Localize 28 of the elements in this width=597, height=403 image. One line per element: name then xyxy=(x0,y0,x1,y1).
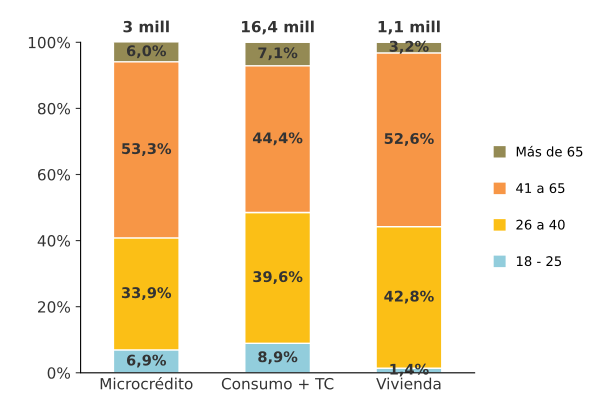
data-label: 53,3% xyxy=(122,143,172,156)
x-tick-label: Microcrédito xyxy=(100,377,192,390)
legend-label: 26 a 40 xyxy=(516,220,565,230)
y-tick-label: 20% xyxy=(38,301,70,313)
annotation: 16,4 mill xyxy=(242,20,314,34)
y-tick-label: 40% xyxy=(38,235,70,247)
data-label: 39,6% xyxy=(253,271,302,284)
x-tick-label: Vivienda xyxy=(376,378,440,390)
y-tick-label: 60% xyxy=(38,168,70,181)
data-label: 42,8% xyxy=(384,290,434,304)
y-tick-label: 0% xyxy=(48,367,70,379)
legend-label: 41 a 65 xyxy=(516,183,564,194)
legend-label: Más de 65 xyxy=(516,146,582,157)
x-tick-label: Consumo + TC xyxy=(222,378,334,390)
data-label: 3,2% xyxy=(390,40,429,54)
data-label: 7,1% xyxy=(258,47,298,60)
data-label: 6,0% xyxy=(126,45,166,58)
legend-label: 18 - 25 xyxy=(516,256,562,266)
data-label: 1,4% xyxy=(390,364,429,377)
data-label: 44,4% xyxy=(252,132,302,146)
annotation: 1,1 mill xyxy=(378,20,440,34)
y-tick-label: 100% xyxy=(28,36,70,48)
data-label: 33,9% xyxy=(122,287,172,300)
y-tick-label: 80% xyxy=(38,102,70,114)
annotation: 3 mill xyxy=(123,20,169,32)
data-label: 52,6% xyxy=(384,133,434,146)
data-label: 8,9% xyxy=(258,351,298,364)
data-label: 6,9% xyxy=(126,354,166,368)
